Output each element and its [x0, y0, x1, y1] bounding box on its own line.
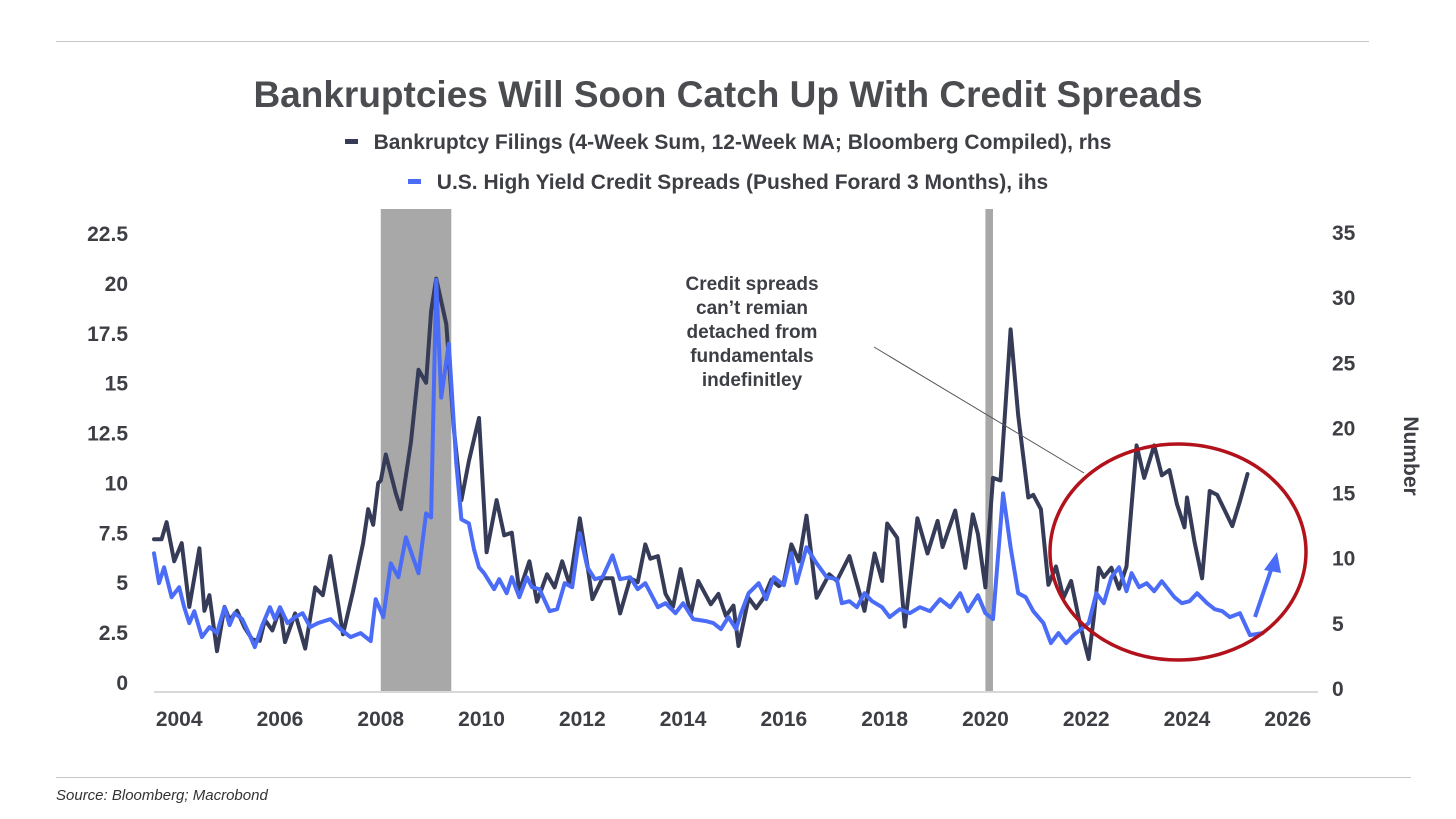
annotation-text: Credit spreads can’t remian detached from f… — [685, 274, 818, 391]
x-tick-label: 2014 — [660, 708, 707, 731]
source-note: Source: Bloomberg; Macrobond — [56, 787, 268, 804]
x-axis-ticks: 2004 2006 2008 2010 2012 2014 2016 2018 2020 2022… — [156, 708, 1311, 731]
right-tick-label: 35 — [1332, 222, 1356, 245]
left-tick-label: 17.5 — [87, 323, 128, 346]
x-tick-label: 2008 — [357, 708, 404, 731]
annotation-line: detached from — [687, 322, 818, 343]
left-tick-label: 20 — [105, 273, 128, 296]
legend-item-bankruptcy: Bankruptcy Filings (4-Week Sum, 12-Week … — [0, 131, 1456, 155]
x-tick-label: 2026 — [1264, 708, 1311, 731]
recession-band-1 — [985, 209, 993, 692]
left-tick-label: 0 — [116, 672, 128, 695]
bottom-divider — [56, 777, 1411, 778]
upward-arrow-head — [1264, 552, 1281, 573]
right-tick-label: 10 — [1332, 548, 1355, 571]
x-tick-label: 2022 — [1063, 708, 1110, 731]
legend-label-bankruptcy: Bankruptcy Filings (4-Week Sum, 12-Week … — [373, 131, 1112, 154]
left-tick-label: 7.5 — [99, 522, 129, 545]
left-axis-ticks: 0 2.5 5 7.5 10 12.5 15 17.5 20 22.5 — [87, 223, 128, 695]
top-divider — [56, 41, 1369, 42]
legend-label-credit-spreads: U.S. High Yield Credit Spreads (Pushed F… — [436, 171, 1049, 194]
annotation-leader-line — [873, 346, 1085, 474]
chart-title: Bankruptcies Will Soon Catch Up With Cre… — [253, 74, 1203, 115]
annotation-line: can’t remian — [696, 298, 808, 319]
legend-swatch-bankruptcy — [344, 138, 358, 144]
right-tick-label: 30 — [1332, 287, 1355, 310]
highlight-circle — [1048, 442, 1308, 662]
annotation-line: fundamentals — [690, 346, 814, 367]
x-tick-label: 2004 — [156, 708, 203, 731]
annotation-line: Credit spreads — [685, 274, 818, 295]
upward-arrow-shaft — [1253, 566, 1274, 618]
left-tick-label: 5 — [116, 572, 128, 595]
right-tick-label: 25 — [1332, 352, 1356, 375]
x-tick-label: 2020 — [962, 708, 1009, 731]
x-tick-label: 2018 — [861, 708, 908, 731]
credit-spreads-series-line — [152, 277, 1265, 650]
right-axis-ticks: 0 5 10 15 20 25 30 35 — [1332, 222, 1356, 701]
right-axis-label: Number — [1399, 416, 1422, 495]
left-tick-label: 12.5 — [87, 423, 128, 446]
left-tick-label: 2.5 — [99, 622, 129, 645]
series-lines — [152, 276, 1265, 661]
legend-item-credit-spreads: U.S. High Yield Credit Spreads (Pushed F… — [0, 171, 1456, 195]
left-tick-label: 22.5 — [87, 223, 128, 246]
annotation-line: indefinitley — [702, 370, 803, 391]
right-tick-label: 15 — [1332, 483, 1356, 506]
left-tick-label: 10 — [105, 472, 128, 495]
right-tick-label: 20 — [1332, 417, 1355, 440]
x-tick-label: 2016 — [761, 708, 808, 731]
x-tick-label: 2024 — [1164, 708, 1211, 731]
x-tick-label: 2012 — [559, 708, 606, 731]
right-tick-label: 0 — [1332, 678, 1344, 701]
recession-band-0 — [380, 209, 452, 692]
right-tick-label: 5 — [1332, 613, 1344, 636]
legend-swatch-credit-spreads — [407, 178, 421, 184]
x-tick-label: 2010 — [458, 708, 505, 731]
left-tick-label: 15 — [105, 373, 129, 396]
x-tick-label: 2006 — [257, 708, 304, 731]
